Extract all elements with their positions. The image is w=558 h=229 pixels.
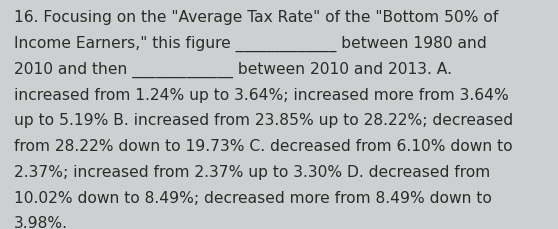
Text: 2.37%; increased from 2.37% up to 3.30% D. decreased from: 2.37%; increased from 2.37% up to 3.30% … bbox=[14, 164, 490, 179]
Text: increased from 1.24% up to 3.64%; increased more from 3.64%: increased from 1.24% up to 3.64%; increa… bbox=[14, 87, 509, 102]
Text: 16. Focusing on the "Average Tax Rate" of the "Bottom 50% of: 16. Focusing on the "Average Tax Rate" o… bbox=[14, 10, 498, 25]
Text: from 28.22% down to 19.73% C. decreased from 6.10% down to: from 28.22% down to 19.73% C. decreased … bbox=[14, 139, 513, 153]
Text: up to 5.19% B. increased from 23.85% up to 28.22%; decreased: up to 5.19% B. increased from 23.85% up … bbox=[14, 113, 513, 128]
Text: 2010 and then _____________ between 2010 and 2013. A.: 2010 and then _____________ between 2010… bbox=[14, 62, 452, 78]
Text: 10.02% down to 8.49%; decreased more from 8.49% down to: 10.02% down to 8.49%; decreased more fro… bbox=[14, 190, 492, 205]
Text: Income Earners," this figure _____________ between 1980 and: Income Earners," this figure ___________… bbox=[14, 36, 487, 52]
Text: 3.98%.: 3.98%. bbox=[14, 215, 68, 229]
